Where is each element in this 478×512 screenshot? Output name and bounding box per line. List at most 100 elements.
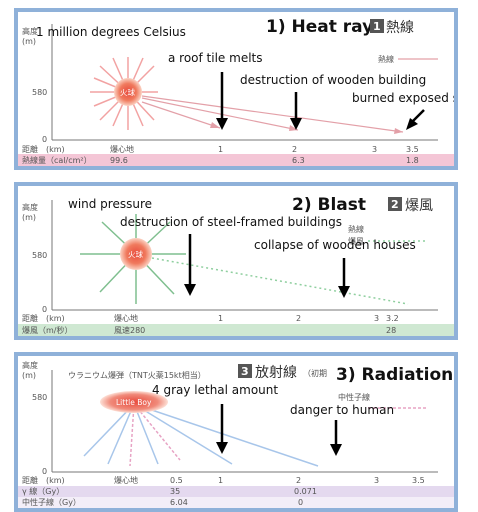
x-tick-2: 2 xyxy=(296,476,301,485)
x-axis-label: 距離 (km) xyxy=(22,475,65,485)
badge-box xyxy=(238,364,252,378)
gamma-value-1: 35 xyxy=(170,487,180,496)
neutron-value-2: 0 xyxy=(298,498,303,507)
neutron-value-1: 6.04 xyxy=(170,498,188,507)
title-jp: 爆風 xyxy=(405,198,433,214)
heat-dose-row xyxy=(18,154,454,166)
blast-diagram: 高度 (m) 580 0 火球 熱線 爆風 距離 (km) 爆心地 1 2 3 … xyxy=(18,195,454,336)
annotation-lethal-amount: 4 gray lethal amount xyxy=(152,383,278,397)
annotation-burned-skin: burned exposed skin xyxy=(352,91,454,105)
marker-arrowhead xyxy=(216,118,228,130)
y-tick-580: 580 xyxy=(32,393,47,402)
marker-arrowhead xyxy=(406,118,418,130)
heat-dose-value-1: 99.6 xyxy=(110,156,128,165)
x-tick-2: 2 xyxy=(296,314,301,323)
hypocenter-label: 爆心地 xyxy=(110,144,134,154)
badge-number: 2 xyxy=(391,198,399,211)
annotation-wooden-houses: collapse of wooden houses xyxy=(254,238,416,252)
radiation-arrows xyxy=(83,403,319,467)
title-jp: 放射線 xyxy=(255,365,297,381)
blast-wind-value-2: 28 xyxy=(386,326,396,335)
arrowhead xyxy=(394,128,403,134)
radiation-diagram: 高度 (m) 580 0 ウラニウム爆弾（TNT火薬15kt相当） Little… xyxy=(18,360,454,508)
neutron-row xyxy=(18,497,454,508)
fireball-label: 火球 xyxy=(128,249,143,259)
blast-panel: 高度 (m) 580 0 火球 熱線 爆風 距離 (km) 爆心地 1 2 3 … xyxy=(14,182,458,340)
legend-label: 熱線 xyxy=(378,54,394,64)
gamma-row xyxy=(18,486,454,497)
y-axis-unit: (m) xyxy=(22,213,36,222)
heat-dose-label: 熱線量（cal/cm²） xyxy=(22,155,92,165)
fireball-label: 火球 xyxy=(120,87,135,97)
heat-arrows xyxy=(141,95,404,133)
heat-ray-panel: 高度 (m) 580 0 火球 熱線 距離 (km) 爆心地 1 2 3 3.5… xyxy=(14,8,458,170)
legend-label: 中性子線 xyxy=(338,392,370,402)
title-jp-note: （初期 xyxy=(303,368,327,378)
fireball xyxy=(120,238,152,270)
x-tick-3-2: 3.2 xyxy=(386,314,399,323)
hypocenter-label: 爆心地 xyxy=(114,475,138,485)
y-axis-label: 高度 xyxy=(22,26,38,36)
annotation-steel-buildings: destruction of steel-framed buildings xyxy=(120,215,342,229)
y-tick-0: 0 xyxy=(42,135,47,144)
marker-arrow-skin xyxy=(411,109,425,123)
x-tick-3-5: 3.5 xyxy=(406,145,419,154)
annotation-danger-human: danger to human xyxy=(290,403,394,417)
blast-wind-value-1: 風速280 xyxy=(114,326,145,335)
x-tick-3-5: 3.5 xyxy=(412,476,425,485)
title-jp: 熱線 xyxy=(386,20,414,36)
annotation-wind-pressure: wind pressure xyxy=(68,197,152,211)
marker-arrowhead xyxy=(216,442,228,454)
heat-dose-value-2: 6.3 xyxy=(292,156,305,165)
legend-label-heat: 熱線 xyxy=(348,224,364,234)
little-boy-burst xyxy=(100,391,168,413)
y-axis-unit: (m) xyxy=(22,371,36,380)
gamma-label: γ 線（Gy） xyxy=(22,486,64,496)
bomb-label: Little Boy xyxy=(116,398,152,407)
x-tick-1: 1 xyxy=(218,145,223,154)
y-axis-unit: (m) xyxy=(22,37,36,46)
x-tick-0-5: 0.5 xyxy=(170,476,183,485)
marker-arrowhead xyxy=(290,118,302,130)
x-tick-3: 3 xyxy=(372,145,377,154)
y-tick-580: 580 xyxy=(32,251,47,260)
marker-arrowhead xyxy=(184,284,196,296)
fireball xyxy=(114,78,142,106)
legend-label-blast: 爆風 xyxy=(348,236,364,246)
x-tick-2: 2 xyxy=(292,145,297,154)
annotation-roof-tile: a roof tile melts xyxy=(168,51,263,65)
y-axis-label: 高度 xyxy=(22,202,38,212)
radiation-panel: 高度 (m) 580 0 ウラニウム爆弾（TNT火薬15kt相当） Little… xyxy=(14,352,458,512)
panel-title: 1) Heat ray xyxy=(266,17,373,37)
x-tick-1: 1 xyxy=(218,476,223,485)
marker-arrowhead xyxy=(330,444,342,456)
badge-box xyxy=(388,197,402,211)
y-axis-label: 高度 xyxy=(22,360,38,370)
x-tick-1: 1 xyxy=(218,314,223,323)
blast-wave-line xyxy=(151,257,409,305)
heat-dose-value-3: 1.8 xyxy=(406,156,419,165)
bomb-description: ウラニウム爆弾（TNT火薬15kt相当） xyxy=(68,370,206,380)
x-axis-label: 距離 (km) xyxy=(22,144,65,154)
gamma-value-2: 0.071 xyxy=(294,487,317,496)
x-tick-3: 3 xyxy=(374,476,379,485)
y-tick-580: 580 xyxy=(32,88,47,97)
hypocenter-label: 爆心地 xyxy=(114,313,138,323)
heat-ray-diagram: 高度 (m) 580 0 火球 熱線 距離 (km) 爆心地 1 2 3 3.5… xyxy=(18,17,454,166)
badge-number: 3 xyxy=(241,365,249,378)
y-tick-0: 0 xyxy=(42,467,47,476)
neutron-label: 中性子線（Gy） xyxy=(22,497,81,507)
x-tick-3: 3 xyxy=(374,314,379,323)
x-axis-label: 距離 (km) xyxy=(22,313,65,323)
blast-wind-row xyxy=(18,324,454,336)
marker-arrowhead xyxy=(338,286,350,298)
panel-title: 3) Radiation xyxy=(336,365,453,385)
panel-title: 2) Blast xyxy=(292,195,366,215)
badge-box xyxy=(370,19,384,33)
annotation-temperature: 1 million degrees Celsius xyxy=(36,25,186,39)
annotation-wooden-building: destruction of wooden building xyxy=(240,73,426,87)
badge-number: 1 xyxy=(373,20,381,33)
blast-wind-label: 爆風（m/秒） xyxy=(22,325,73,335)
arrowhead xyxy=(210,122,220,128)
y-tick-0: 0 xyxy=(42,305,47,314)
